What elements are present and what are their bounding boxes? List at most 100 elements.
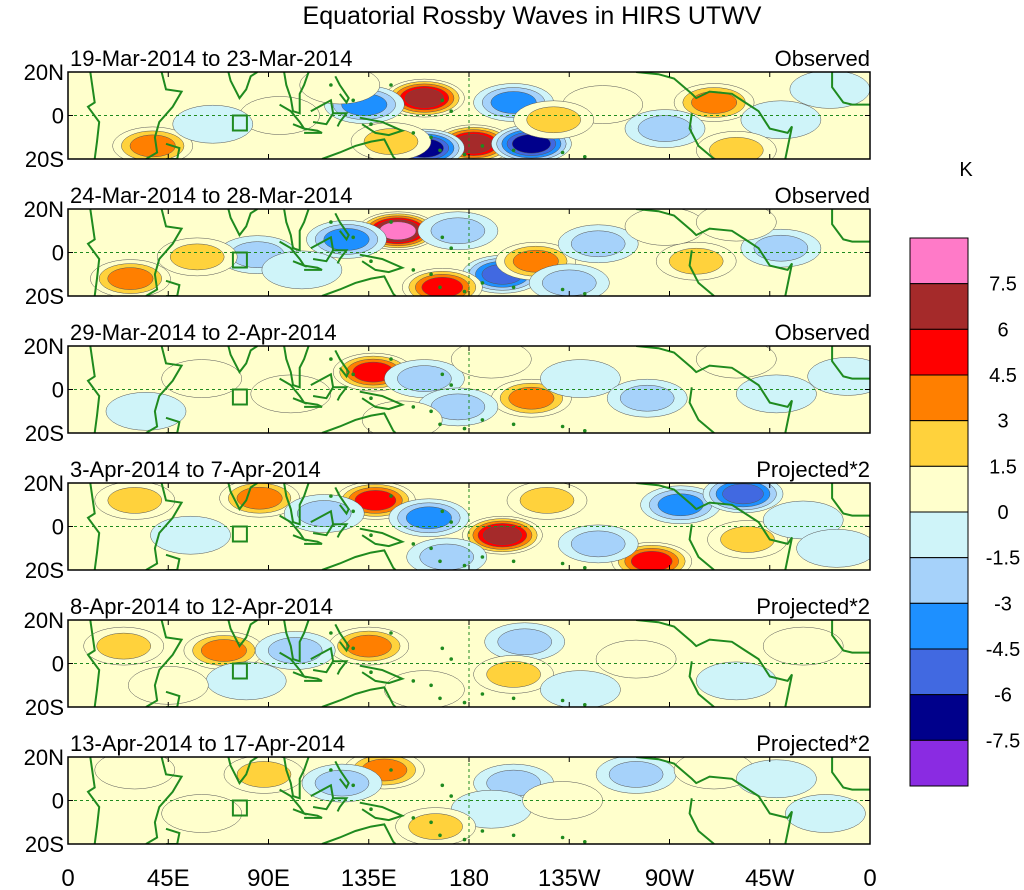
panel-status: Observed — [775, 320, 870, 345]
island — [480, 418, 485, 422]
coastline — [165, 416, 181, 433]
island — [389, 494, 393, 498]
anomaly-contour — [736, 759, 817, 799]
coastline — [145, 757, 184, 844]
coastlines — [86, 620, 870, 707]
y-tick-label: 20N — [24, 608, 64, 633]
anomaly-cell — [696, 209, 777, 242]
island — [462, 700, 467, 705]
y-tick-label: 0 — [52, 378, 64, 403]
coastline — [279, 103, 307, 131]
anomaly-cell — [388, 498, 470, 538]
anomaly-contour — [128, 666, 209, 705]
colorbar-box — [909, 237, 969, 285]
coastline — [831, 209, 870, 243]
anomaly-field — [94, 757, 866, 844]
island — [369, 259, 373, 264]
island — [429, 683, 433, 688]
anomaly-cell — [673, 83, 755, 122]
island — [369, 396, 373, 401]
island — [480, 144, 485, 148]
coastline — [283, 757, 310, 800]
coastline — [333, 249, 349, 264]
anomaly-cell — [796, 529, 870, 568]
coastline — [831, 483, 870, 517]
coastline — [636, 346, 793, 433]
x-axis: 0 45E 90E 135E 180 135W 90W 45W 0 — [61, 865, 876, 890]
anomaly-contour — [657, 493, 704, 517]
island — [369, 807, 373, 811]
coastline — [303, 675, 323, 682]
island — [369, 670, 373, 674]
colorbar-box — [909, 328, 969, 376]
anomaly-contour — [169, 243, 225, 271]
island — [411, 679, 416, 683]
island — [583, 566, 587, 570]
coastline — [145, 483, 184, 570]
anomaly-cell — [350, 122, 432, 159]
coastline — [359, 253, 406, 274]
anomaly-cell — [161, 794, 242, 833]
anomaly-cell — [557, 524, 639, 564]
coastline — [334, 760, 350, 790]
anomaly-contour — [696, 209, 777, 242]
anomaly-cell — [696, 661, 777, 701]
island — [583, 703, 587, 707]
coastline — [165, 553, 181, 570]
anomaly-contour — [668, 247, 724, 275]
anomaly-cell — [128, 666, 209, 705]
coastlines — [86, 346, 870, 433]
coastline — [688, 524, 715, 570]
y-tick-label: 20S — [25, 284, 64, 309]
anomaly-contour — [96, 632, 151, 660]
reference-box — [231, 114, 248, 132]
anomaly-contour — [236, 761, 292, 788]
anomaly-contour — [129, 134, 176, 158]
coastline — [636, 620, 793, 707]
anomaly-contour — [785, 794, 866, 833]
coastline — [279, 377, 307, 405]
anomaly-cell — [529, 263, 610, 296]
island — [511, 696, 516, 701]
coastline — [334, 212, 350, 242]
anomaly-contour — [236, 486, 283, 510]
y-tick-label: 0 — [52, 515, 64, 540]
anomaly-cell — [161, 359, 242, 398]
anomaly-cell — [707, 520, 788, 559]
island — [369, 122, 373, 126]
colorbar-label: -7.5 — [986, 730, 1020, 752]
island — [583, 840, 587, 844]
anomaly-cell — [473, 655, 554, 694]
colorbar-label: 1.5 — [989, 456, 1017, 478]
anomaly-cell — [402, 268, 483, 296]
y-tick-label: 20S — [25, 421, 64, 446]
island — [429, 272, 433, 277]
anomaly-contour — [720, 526, 775, 553]
coastlines — [86, 483, 870, 570]
anomaly-contour — [691, 91, 738, 114]
island — [438, 285, 442, 290]
anomaly-contour — [608, 761, 664, 788]
coastline — [333, 660, 349, 675]
coastline — [303, 538, 323, 545]
anomaly-contour — [107, 267, 154, 290]
coastline — [145, 209, 184, 296]
island — [411, 816, 416, 820]
coastline — [333, 797, 349, 812]
coastline — [321, 412, 397, 433]
anomaly-cell — [150, 515, 231, 555]
coastline — [86, 72, 101, 159]
panel-2: 20N 0 20S 24-Mar-2014 to 28-Mar-2014 Observe… — [24, 183, 871, 309]
panel-6: 20N 0 20S 13-Apr-2014 to 17-Apr-2014 Project… — [24, 731, 871, 857]
coastline — [279, 788, 307, 816]
anomaly-contour — [753, 234, 809, 262]
coastline — [227, 483, 258, 511]
coastline — [303, 127, 323, 134]
anomaly-cell — [789, 72, 870, 109]
coastline — [321, 686, 397, 707]
y-tick-label: 0 — [52, 104, 64, 129]
island — [429, 546, 433, 551]
island — [583, 155, 587, 159]
panels: 20N 0 20S 19-Mar-2014 to 23-Mar-2014 Observe… — [24, 46, 871, 857]
colorbar-label: -1.5 — [986, 548, 1020, 570]
